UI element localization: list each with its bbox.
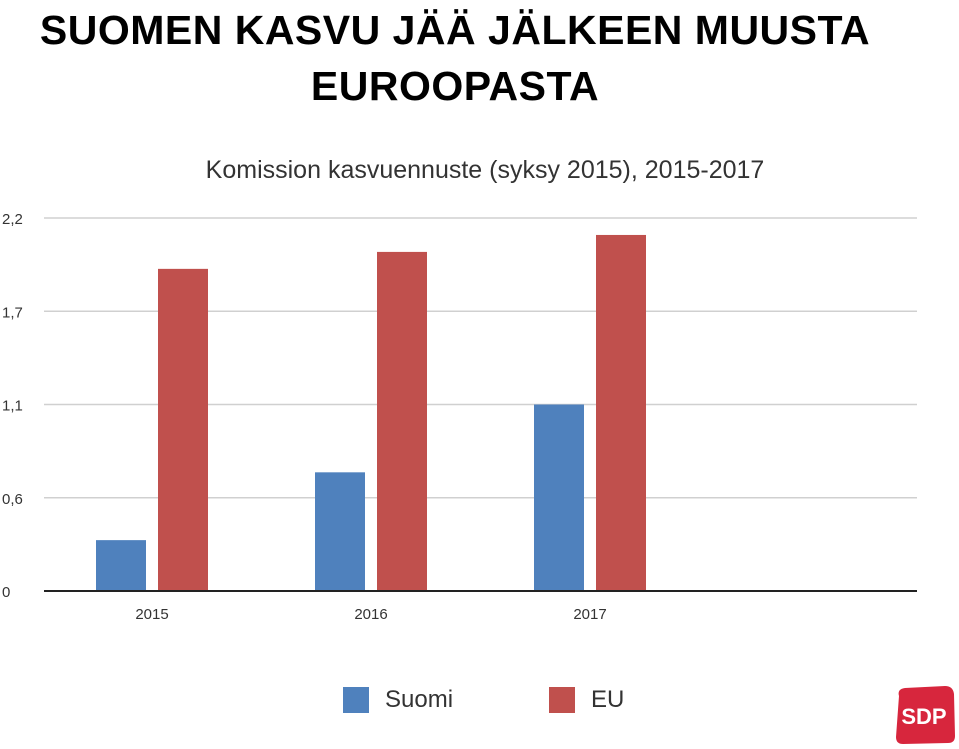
x-tick-label: 2016	[354, 606, 387, 623]
bar-suomi-2016	[315, 472, 365, 591]
legend-swatch-eu	[549, 687, 576, 713]
bar-eu-2015	[158, 268, 208, 591]
legend-item-suomi: Suomi	[343, 686, 453, 714]
legend-label-eu: EU	[591, 686, 625, 713]
y-tick-label: 1,1	[2, 398, 23, 415]
bar-suomi-2017	[534, 404, 584, 591]
svg-text:SDP: SDP	[901, 704, 946, 729]
bar-eu-2017	[596, 234, 646, 592]
x-tick-label: 2017	[573, 606, 606, 623]
sdp-logo: SDP	[893, 686, 955, 744]
y-tick-label: 2,2	[2, 211, 23, 228]
chart-legend: Suomi EU	[343, 686, 624, 714]
chart-title: Komission kasvuennuste (syksy 2015), 201…	[205, 156, 765, 184]
x-tick-label: 2015	[135, 606, 168, 623]
legend-item-eu: EU	[549, 686, 624, 714]
y-tick-label: 1,7	[2, 304, 23, 321]
y-tick-label: 0,6	[2, 491, 23, 508]
legend-label-suomi: Suomi	[385, 686, 454, 713]
y-tick-label: 0	[2, 584, 10, 601]
bar-eu-2016	[377, 251, 427, 591]
bar-suomi-2015	[96, 540, 146, 591]
page-title: SUOMEN KASVU JÄÄ JÄLKEEN MUUSTA EUROOPAS…	[39, 7, 871, 109]
legend-swatch-suomi	[343, 687, 369, 713]
